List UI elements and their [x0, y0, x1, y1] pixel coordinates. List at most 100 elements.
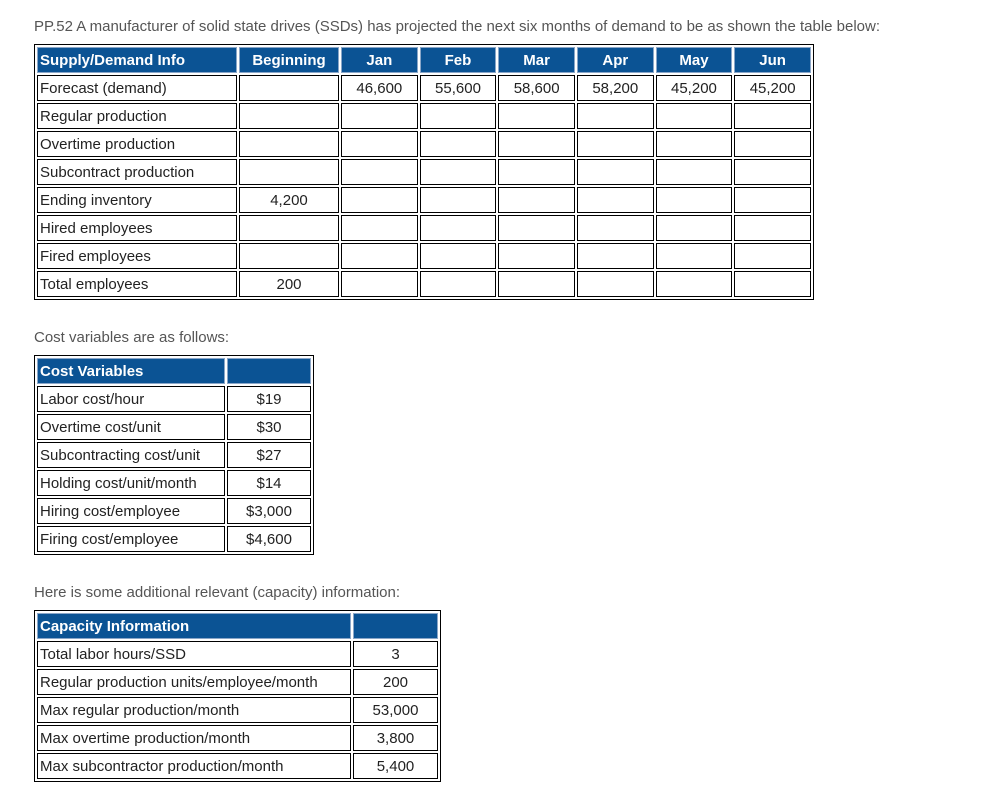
value-cell [576, 187, 654, 213]
column-header: Jun [734, 47, 811, 73]
value-cell: 58,600 [498, 75, 575, 101]
table-row: Overtime cost/unit $30 [37, 414, 311, 440]
value-cell [655, 131, 733, 157]
row-label: Forecast (demand) [37, 75, 237, 101]
value-cell: 5,400 [353, 753, 438, 779]
table-row: Fired employees [37, 243, 811, 269]
value-cell [655, 215, 733, 241]
table-row: Max subcontractor production/month 5,400 [37, 753, 438, 779]
row-label: Total employees [37, 271, 237, 297]
row-label: Total labor hours/SSD [37, 641, 351, 667]
value-cell [498, 103, 575, 129]
value-cell [655, 243, 733, 269]
value-cell [655, 271, 733, 297]
value-cell: $4,600 [227, 526, 311, 552]
value-cell [341, 187, 418, 213]
value-cell [341, 103, 418, 129]
value-cell [576, 131, 654, 157]
row-label: Labor cost/hour [37, 386, 225, 412]
value-cell [734, 215, 811, 241]
column-header: Jan [341, 47, 418, 73]
value-cell [419, 243, 497, 269]
cost-header: Cost Variables [37, 358, 225, 384]
column-header: Feb [419, 47, 497, 73]
table-row: Regular production units/employee/month 2… [37, 669, 438, 695]
table-row: Subcontracting cost/unit $27 [37, 442, 311, 468]
table-row: Total employees 200 [37, 271, 811, 297]
value-cell: $14 [227, 470, 311, 496]
table-row: Subcontract production [37, 159, 811, 185]
value-cell [498, 159, 575, 185]
value-cell: 200 [353, 669, 438, 695]
value-cell [576, 271, 654, 297]
value-cell [655, 159, 733, 185]
column-header: Supply/Demand Info [37, 47, 237, 73]
table-row: Max regular production/month 53,000 [37, 697, 438, 723]
value-cell [419, 215, 497, 241]
value-cell [734, 271, 811, 297]
row-label: Ending inventory [37, 187, 237, 213]
table-row: Labor cost/hour $19 [37, 386, 311, 412]
value-cell [498, 271, 575, 297]
value-cell: 46,600 [341, 75, 418, 101]
value-cell [576, 243, 654, 269]
row-label: Subcontract production [37, 159, 237, 185]
row-label: Hiring cost/employee [37, 498, 225, 524]
row-label: Overtime production [37, 131, 237, 157]
row-label: Regular production units/employee/month [37, 669, 351, 695]
value-cell [239, 75, 339, 101]
row-label: Fired employees [37, 243, 237, 269]
value-cell [576, 159, 654, 185]
table-row: Regular production [37, 103, 811, 129]
value-cell: 45,200 [734, 75, 811, 101]
table-row: Firing cost/employee $4,600 [37, 526, 311, 552]
capacity-header-blank [353, 613, 438, 639]
supply-demand-table: Supply/Demand Info Beginning Jan Feb Mar Apr M… [34, 44, 814, 300]
value-cell [498, 243, 575, 269]
value-cell [419, 159, 497, 185]
value-cell [419, 103, 497, 129]
value-cell [498, 215, 575, 241]
value-cell [239, 215, 339, 241]
row-label: Hired employees [37, 215, 237, 241]
cost-intro-text: Cost variables are as follows: [34, 329, 230, 346]
column-header: Beginning [239, 47, 339, 73]
value-cell: 4,200 [239, 187, 339, 213]
table-row: Hiring cost/employee $3,000 [37, 498, 311, 524]
value-cell [341, 215, 418, 241]
table-row: Forecast (demand) 46,600 55,600 58,600 58,20… [37, 75, 811, 101]
table-row: Hired employees [37, 215, 811, 241]
value-cell [341, 131, 418, 157]
value-cell [239, 159, 339, 185]
row-label: Regular production [37, 103, 237, 129]
value-cell [419, 131, 497, 157]
value-cell: $27 [227, 442, 311, 468]
value-cell [239, 103, 339, 129]
row-label: Firing cost/employee [37, 526, 225, 552]
value-cell: 58,200 [576, 75, 654, 101]
value-cell: $3,000 [227, 498, 311, 524]
row-label: Max subcontractor production/month [37, 753, 351, 779]
value-cell: 45,200 [655, 75, 733, 101]
value-cell [734, 187, 811, 213]
value-cell [734, 131, 811, 157]
column-header: Apr [576, 47, 654, 73]
value-cell [419, 187, 497, 213]
value-cell: $30 [227, 414, 311, 440]
value-cell: 3 [353, 641, 438, 667]
row-label: Subcontracting cost/unit [37, 442, 225, 468]
row-label: Max regular production/month [37, 697, 351, 723]
table-row: Max overtime production/month 3,800 [37, 725, 438, 751]
row-label: Overtime cost/unit [37, 414, 225, 440]
value-cell [655, 103, 733, 129]
value-cell [341, 243, 418, 269]
row-label: Holding cost/unit/month [37, 470, 225, 496]
value-cell: 53,000 [353, 697, 438, 723]
row-label: Max overtime production/month [37, 725, 351, 751]
table-row: Ending inventory 4,200 [37, 187, 811, 213]
cost-variables-table: Cost Variables Labor cost/hour $19 Overtim… [34, 355, 314, 555]
value-cell: $19 [227, 386, 311, 412]
cost-header-blank [227, 358, 311, 384]
value-cell [239, 131, 339, 157]
table-row: Overtime production [37, 131, 811, 157]
